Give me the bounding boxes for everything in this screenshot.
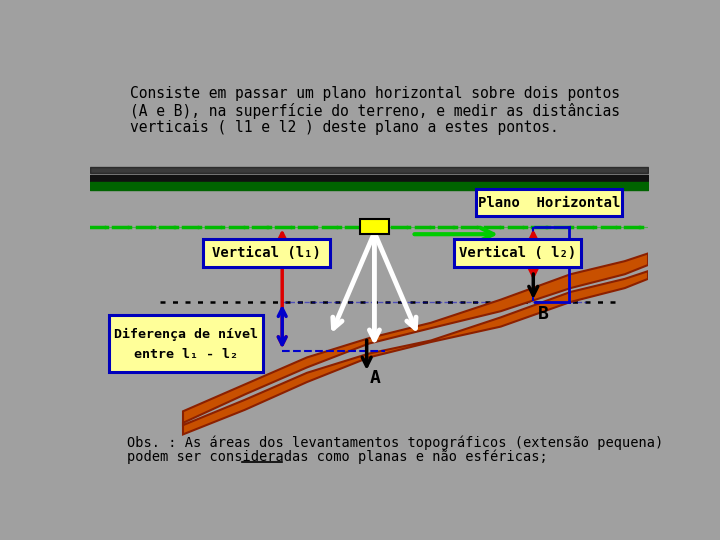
Text: (A e B), na superfície do terreno, e medir as distâncias: (A e B), na superfície do terreno, e med… (130, 103, 621, 119)
FancyBboxPatch shape (454, 239, 581, 267)
Text: Plano  Horizontal: Plano Horizontal (478, 195, 621, 210)
FancyBboxPatch shape (360, 219, 389, 234)
Text: verticais ( l1 e l2 ) deste plano a estes pontos.: verticais ( l1 e l2 ) deste plano a este… (130, 120, 559, 135)
FancyBboxPatch shape (476, 189, 622, 217)
Text: B: B (538, 305, 549, 322)
Text: A: A (370, 369, 381, 387)
Text: podem ser consideradas como planas e não esféricas;: podem ser consideradas como planas e não… (127, 450, 548, 464)
FancyBboxPatch shape (203, 239, 330, 267)
FancyBboxPatch shape (109, 315, 263, 372)
Text: entre l₁ - l₂: entre l₁ - l₂ (134, 348, 238, 361)
Polygon shape (183, 253, 648, 434)
Text: Obs. : As áreas dos levantamentos topográficos (extensão pequena): Obs. : As áreas dos levantamentos topogr… (127, 436, 663, 450)
Text: Consiste em passar um plano horizontal sobre dois pontos: Consiste em passar um plano horizontal s… (130, 86, 621, 102)
Text: Diferença de nível: Diferença de nível (114, 328, 258, 341)
Text: Vertical (l₁): Vertical (l₁) (212, 246, 321, 260)
Text: Vertical ( l₂): Vertical ( l₂) (459, 246, 577, 260)
